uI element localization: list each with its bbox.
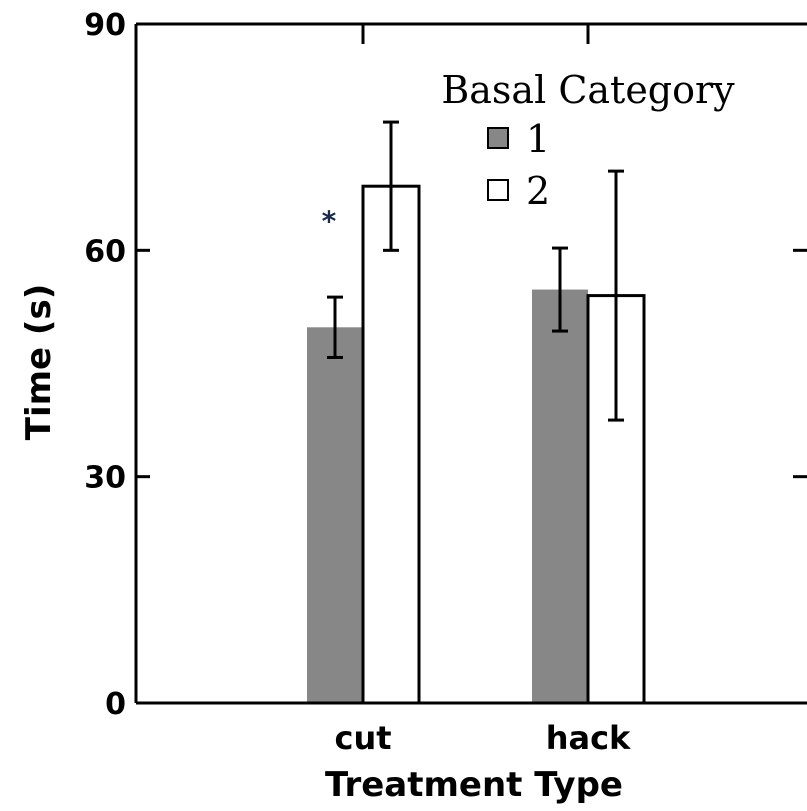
bar-series-2-cut — [361, 184, 421, 705]
y-tick-label: 30 — [84, 461, 126, 496]
legend-items: 12 — [487, 117, 550, 213]
legend-label-series-1: 1 — [526, 117, 550, 161]
y-tick-label: 0 — [105, 687, 126, 722]
x-tick-label: cut — [334, 719, 391, 757]
annotations-layer: * — [322, 205, 337, 238]
significance-marker: * — [322, 205, 337, 238]
bar-series-1-hack — [532, 289, 588, 703]
y-tick-label: 90 — [84, 8, 126, 43]
ticks-layer: 0 30 60 90 cut hack — [84, 8, 807, 757]
x-axis-title: Treatment Type — [325, 765, 623, 805]
x-tick-label: hack — [546, 719, 631, 757]
legend: Basal Category 12 — [441, 68, 735, 213]
legend-swatch-series-1 — [487, 127, 509, 149]
legend-label-series-2: 2 — [526, 169, 550, 213]
legend-title: Basal Category — [441, 68, 735, 112]
y-tick-label: 60 — [84, 234, 126, 269]
bars-layer — [307, 120, 646, 705]
bar-series-1-cut — [307, 327, 363, 703]
plot-frame — [134, 22, 807, 705]
legend-swatch-series-2 — [487, 179, 509, 201]
y-axis-title: Time (s) — [19, 284, 59, 441]
